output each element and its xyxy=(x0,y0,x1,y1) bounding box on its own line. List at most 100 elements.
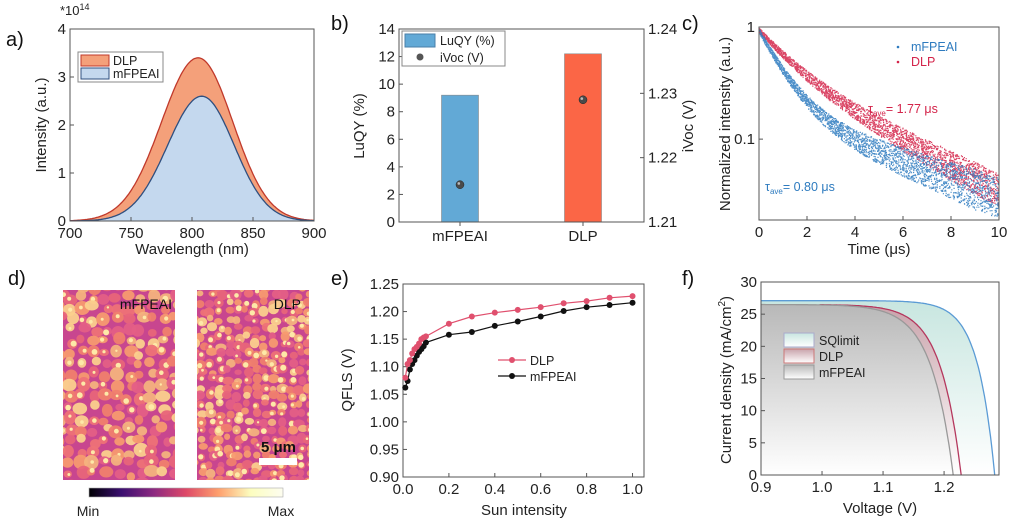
grain-highlight xyxy=(236,416,242,422)
grain xyxy=(250,326,261,334)
grain-highlight xyxy=(159,370,164,376)
grain xyxy=(304,325,309,335)
grain-highlight xyxy=(106,306,110,309)
panel-e-y-tick-label: 0.90 xyxy=(370,469,399,486)
grain xyxy=(173,328,175,337)
grain xyxy=(67,312,80,325)
grain xyxy=(63,378,77,392)
grain-highlight xyxy=(100,381,106,387)
grain xyxy=(197,435,206,443)
grain xyxy=(51,457,61,466)
data-point xyxy=(514,306,521,313)
grain-highlight xyxy=(197,363,203,369)
grain xyxy=(63,404,64,407)
grain-highlight xyxy=(234,472,240,478)
line-mfpeai xyxy=(70,95,315,222)
data-point xyxy=(406,357,413,364)
grain xyxy=(197,410,208,418)
grain-highlight xyxy=(198,454,204,460)
grain xyxy=(123,456,134,466)
grain xyxy=(305,290,309,298)
ylabel-end: ) xyxy=(718,296,735,301)
grain xyxy=(110,380,125,394)
grain xyxy=(234,323,243,330)
grain xyxy=(151,415,160,424)
grain xyxy=(187,309,196,317)
panel-a-legend: DLP mFPEAI xyxy=(77,51,164,83)
line-dlp xyxy=(70,57,315,222)
grain-highlight xyxy=(255,284,259,288)
grain xyxy=(243,290,254,298)
grain xyxy=(99,466,114,478)
grain xyxy=(73,454,88,470)
grain xyxy=(209,283,217,289)
grain-highlight xyxy=(129,407,135,413)
grain xyxy=(303,348,309,356)
grain xyxy=(186,381,196,390)
grain xyxy=(131,381,145,394)
panel-label-e: e) xyxy=(331,268,349,290)
grain-highlight xyxy=(291,302,296,307)
grain xyxy=(197,360,198,363)
grain xyxy=(242,331,251,339)
grain-highlight xyxy=(88,319,93,324)
grain-highlight xyxy=(123,398,129,404)
panel-b-frame xyxy=(398,28,645,223)
grain-highlight xyxy=(280,412,284,416)
grain-highlight xyxy=(208,337,214,343)
tau-subscript: ave xyxy=(873,109,886,118)
grain xyxy=(133,359,142,369)
legend-label-mfpeai: mFPEAI xyxy=(911,40,958,54)
panel-a-y-tick-label: 0 xyxy=(58,213,66,230)
grain xyxy=(278,357,286,364)
grain xyxy=(173,301,175,309)
grain-highlight xyxy=(199,420,204,425)
data-point xyxy=(629,293,636,300)
grain xyxy=(225,347,235,357)
grain-highlight xyxy=(82,287,85,290)
grain xyxy=(63,370,66,381)
panel-b-ylabel: LuQY (%) xyxy=(351,93,368,159)
line-sqlimit xyxy=(761,300,996,476)
grain-highlight xyxy=(289,331,295,338)
grain xyxy=(63,311,68,321)
grain xyxy=(86,427,98,437)
grain-highlight xyxy=(199,403,204,408)
panel-c-x-tick-label: 2 xyxy=(803,224,811,241)
grain-highlight xyxy=(282,405,285,409)
grain-highlight xyxy=(216,439,220,443)
panel-d-afm-images: mFPEAI DLP 5 μm Min Max xyxy=(51,283,309,519)
panel-f-y-tick-label: 15 xyxy=(740,371,757,388)
grain xyxy=(280,331,290,342)
grain-highlight xyxy=(217,332,222,338)
grain xyxy=(206,322,218,332)
grain xyxy=(84,300,99,311)
grain-highlight xyxy=(164,316,169,321)
grain-highlight xyxy=(174,402,175,406)
grain-highlight xyxy=(63,292,66,297)
grain-highlight xyxy=(103,458,109,464)
afm-label-dlp: DLP xyxy=(274,296,301,312)
data-point xyxy=(409,350,416,357)
panel-e-y-tick-label: 1.25 xyxy=(370,276,399,293)
grain-highlight xyxy=(226,336,231,341)
panel-e-y-tick-label: 0.95 xyxy=(370,441,399,458)
grain xyxy=(161,451,171,459)
grain xyxy=(276,393,288,402)
afm-image-dlp xyxy=(186,283,309,480)
grain xyxy=(297,348,306,356)
grain xyxy=(197,332,205,343)
grain xyxy=(295,307,303,315)
grain-highlight xyxy=(68,414,72,418)
scale-bar xyxy=(259,458,297,465)
grain-highlight xyxy=(215,427,222,434)
grain-highlight xyxy=(68,307,73,312)
grain-highlight xyxy=(216,308,221,313)
grain-highlight xyxy=(262,350,267,356)
grain xyxy=(260,297,268,306)
grain xyxy=(306,444,309,452)
grain-highlight xyxy=(126,426,130,430)
grain xyxy=(170,290,175,302)
grain xyxy=(197,338,200,348)
panel-a-xlabel: Wavelength (nm) xyxy=(135,241,249,258)
